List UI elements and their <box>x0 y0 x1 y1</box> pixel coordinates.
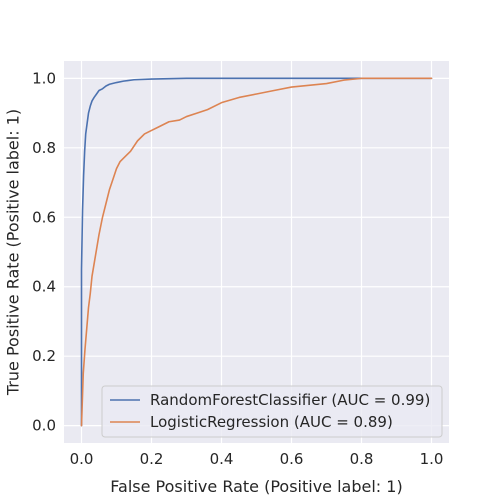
legend: RandomForestClassifier (AUC = 0.99) Logi… <box>101 385 443 438</box>
series-line-logistic-regression <box>80 77 433 427</box>
plot-background <box>64 61 449 443</box>
x-axis-label: False Positive Rate (Positive label: 1) <box>110 477 402 496</box>
y-axis-label: True Positive Rate (Positive label: 1) <box>4 109 23 396</box>
x-tick-label: 0.2 <box>140 450 164 468</box>
x-tick-label: 1.0 <box>420 450 444 468</box>
y-tick-label: 0.6 <box>32 208 56 226</box>
legend-label-random-forest: RandomForestClassifier (AUC = 0.99) <box>150 391 430 409</box>
x-tick-label: 0.4 <box>210 450 234 468</box>
y-tick-label: 0.2 <box>32 347 56 365</box>
series-lines <box>80 77 433 427</box>
legend-label-logistic-regression: LogisticRegression (AUC = 0.89) <box>150 413 393 431</box>
x-tick-label: 0.6 <box>280 450 304 468</box>
tick-labels: 0.0 0.2 0.4 0.6 0.8 1.0 0.0 0.2 0.4 0.6 0.8 1.0 <box>32 69 443 468</box>
x-tick-label: 0.8 <box>350 450 374 468</box>
legend-box <box>101 385 443 438</box>
y-tick-label: 0.8 <box>32 139 56 157</box>
series-line-random-forest <box>80 77 433 427</box>
y-tick-label: 0.0 <box>32 417 56 435</box>
y-tick-label: 0.4 <box>32 278 56 296</box>
y-tick-label: 1.0 <box>32 69 56 87</box>
grid-lines <box>64 61 449 443</box>
x-tick-label: 0.0 <box>70 450 94 468</box>
